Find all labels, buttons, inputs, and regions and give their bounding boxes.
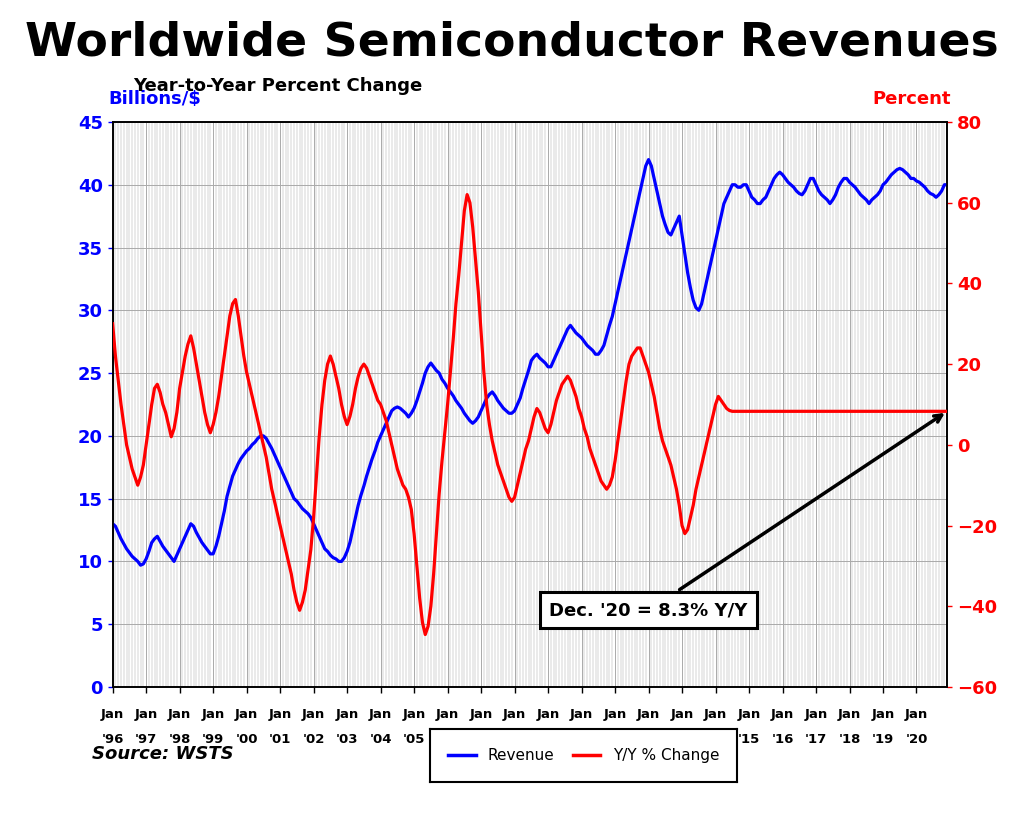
Text: Dec. '20 = 8.3% Y/Y: Dec. '20 = 8.3% Y/Y	[549, 415, 942, 620]
Text: '98: '98	[168, 733, 190, 746]
Text: '19: '19	[871, 733, 894, 746]
Text: '08: '08	[504, 733, 525, 746]
Text: Jan: Jan	[268, 708, 292, 721]
Text: '97: '97	[135, 733, 158, 746]
Text: Jan: Jan	[703, 708, 727, 721]
Text: Jan: Jan	[671, 708, 693, 721]
Text: Jan: Jan	[838, 708, 861, 721]
Text: Jan: Jan	[905, 708, 928, 721]
Text: '96: '96	[101, 733, 124, 746]
Text: '07: '07	[470, 733, 493, 746]
Text: Jan: Jan	[537, 708, 560, 721]
Text: '13: '13	[671, 733, 693, 746]
Text: Jan: Jan	[234, 708, 258, 721]
Text: Jan: Jan	[336, 708, 358, 721]
Text: '01: '01	[269, 733, 291, 746]
Text: Jan: Jan	[737, 708, 761, 721]
Text: '99: '99	[202, 733, 224, 746]
Text: Jan: Jan	[202, 708, 224, 721]
Text: Source: WSTS: Source: WSTS	[92, 746, 233, 763]
Text: Jan: Jan	[469, 708, 493, 721]
Text: '06: '06	[436, 733, 459, 746]
Text: Jan: Jan	[402, 708, 426, 721]
Text: '14: '14	[705, 733, 727, 746]
Text: Jan: Jan	[369, 708, 392, 721]
Text: Jan: Jan	[570, 708, 593, 721]
Text: Jan: Jan	[101, 708, 124, 721]
Text: '17: '17	[805, 733, 827, 746]
Text: Jan: Jan	[805, 708, 827, 721]
Text: '05: '05	[402, 733, 425, 746]
Text: Jan: Jan	[771, 708, 795, 721]
Text: Jan: Jan	[302, 708, 326, 721]
Text: '12: '12	[637, 733, 659, 746]
Text: Jan: Jan	[871, 708, 895, 721]
Text: Jan: Jan	[168, 708, 191, 721]
Text: Jan: Jan	[503, 708, 526, 721]
Text: '20: '20	[905, 733, 928, 746]
Text: '04: '04	[370, 733, 392, 746]
Text: Jan: Jan	[637, 708, 660, 721]
Text: '09: '09	[537, 733, 559, 746]
Text: Year-to-Year Percent Change: Year-to-Year Percent Change	[133, 77, 422, 95]
Text: Worldwide Semiconductor Revenues: Worldwide Semiconductor Revenues	[26, 20, 998, 65]
Legend: Revenue, Y/Y % Change: Revenue, Y/Y % Change	[442, 742, 725, 769]
Text: '16: '16	[771, 733, 794, 746]
Text: Jan: Jan	[603, 708, 627, 721]
Text: '10: '10	[570, 733, 593, 746]
Text: '00: '00	[236, 733, 258, 746]
Text: '02: '02	[302, 733, 325, 746]
Text: '11: '11	[604, 733, 626, 746]
Text: '03: '03	[336, 733, 358, 746]
Text: '18: '18	[839, 733, 861, 746]
Text: Billions/$: Billions/$	[109, 89, 202, 108]
Text: Jan: Jan	[134, 708, 158, 721]
Text: '15: '15	[738, 733, 760, 746]
Text: Jan: Jan	[436, 708, 459, 721]
Text: Percent: Percent	[872, 89, 951, 108]
